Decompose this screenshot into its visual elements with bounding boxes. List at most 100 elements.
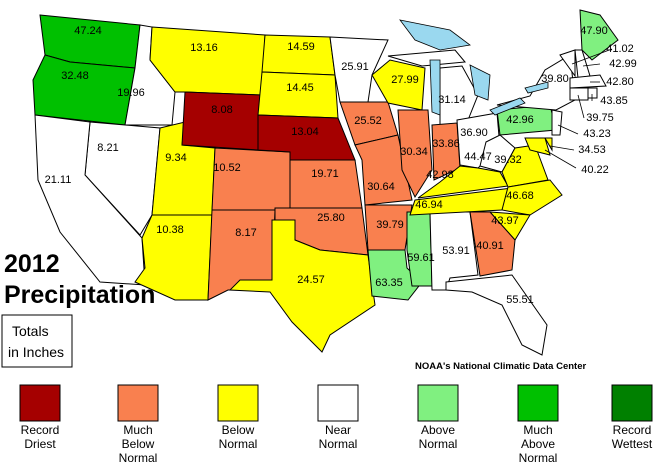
lake-superior: [399, 19, 471, 51]
leader-lines: [544, 48, 613, 169]
state: [181, 91, 263, 151]
state-value: 43.23: [583, 128, 611, 140]
state-value: 21.11: [45, 174, 72, 186]
state-value: 39.75: [586, 112, 614, 124]
state-value: 47.24: [74, 25, 102, 37]
state-value: 40.22: [581, 164, 609, 176]
legend-label: Wettest: [612, 437, 653, 451]
state: [469, 211, 516, 277]
state-value: 41.02: [606, 43, 634, 55]
states: [32, 9, 619, 356]
legend-label: Above: [421, 423, 455, 437]
state-value: 43.85: [600, 95, 628, 107]
state-value: 33.86: [432, 138, 460, 150]
legend-swatch: [217, 384, 259, 422]
state-value: 39.32: [494, 154, 522, 166]
legend-label: Normal: [119, 451, 158, 462]
note-line: Totals: [12, 323, 49, 339]
legend-label: Below: [122, 437, 155, 451]
state-value: 13.16: [190, 42, 218, 54]
leader-line: [557, 124, 579, 135]
legend-label: Normal: [219, 437, 258, 451]
state-value: 13.04: [291, 126, 319, 138]
state-value: 25.52: [354, 115, 382, 127]
state: [501, 179, 563, 216]
state-values: 47.24 32.48 19.96 8.21 21.11 9.34 10.38 13.16 8.…: [45, 25, 637, 306]
state-value: 42.98: [426, 169, 454, 181]
legend-label: Normal: [419, 437, 458, 451]
state: [587, 87, 598, 99]
state-value: 55.51: [506, 294, 534, 306]
state-value: 24.57: [297, 274, 325, 286]
legend-swatch: [317, 384, 359, 422]
leader-line: [544, 149, 577, 169]
state-value: 40.91: [476, 240, 504, 252]
state-value: 59.61: [407, 252, 435, 264]
leader-line: [571, 48, 613, 65]
legend-swatch: [117, 384, 159, 422]
title: Precipitation: [4, 281, 155, 309]
state: [544, 137, 553, 152]
state: [211, 147, 291, 211]
state: [228, 219, 376, 353]
note-line: in Inches: [8, 344, 64, 360]
state-value: 53.91: [442, 245, 470, 257]
lake-huron: [469, 64, 491, 101]
state: [371, 59, 426, 111]
state-value: 14.45: [286, 82, 314, 94]
state-value: 44.47: [464, 151, 492, 163]
state: [501, 144, 549, 188]
state-value: 8.08: [211, 104, 232, 116]
legend-label: Record: [21, 423, 60, 437]
legend: RecordDriestMuchBelowNormalBelowNormalNe…: [19, 384, 653, 462]
state-value: 46.68: [506, 190, 534, 202]
state: [439, 65, 479, 126]
state-value: 39.80: [541, 73, 569, 85]
state: [579, 9, 619, 61]
leader-line: [549, 145, 575, 151]
state-value: 63.35: [375, 277, 403, 289]
leader-line: [582, 63, 601, 67]
state-value: 14.59: [287, 41, 315, 53]
legend-label: Much: [523, 423, 552, 437]
state-value: 19.71: [311, 168, 339, 180]
legend-swatch: [517, 384, 559, 422]
state-value: 42.80: [606, 76, 634, 88]
state: [445, 274, 548, 356]
state-value: 8.17: [235, 227, 256, 239]
leader-line: [577, 94, 585, 119]
state-value: 10.38: [156, 224, 184, 236]
state-value: 8.21: [97, 142, 118, 154]
state-value: 19.96: [117, 87, 145, 99]
note-box: [1, 314, 73, 368]
state-value: 36.90: [460, 127, 488, 139]
lakes: [399, 19, 549, 116]
legend-label: Record: [613, 423, 652, 437]
state-value: 9.34: [165, 152, 186, 164]
title-year: 2012: [4, 250, 60, 278]
legend-label: Below: [222, 423, 255, 437]
legend-swatch: [19, 384, 61, 422]
state-value: 42.99: [609, 58, 637, 70]
lake-erie: [489, 97, 526, 116]
legend-label: Above: [521, 437, 555, 451]
state: [397, 109, 433, 199]
state: [524, 137, 551, 156]
state: [406, 211, 433, 287]
legend-label: Driest: [24, 437, 56, 451]
state-value: 30.34: [400, 146, 428, 158]
state-value: 34.53: [578, 144, 606, 156]
state: [387, 49, 466, 67]
state-value: 10.52: [213, 162, 241, 174]
state-value: 43.97: [491, 215, 519, 227]
lake-michigan: [429, 59, 441, 116]
legend-label: Normal: [319, 437, 358, 451]
state: [551, 109, 563, 136]
state-value: 30.64: [367, 181, 395, 193]
legend-label: Much: [123, 423, 152, 437]
legend-swatch: [417, 384, 459, 422]
state: [257, 71, 339, 119]
state: [569, 87, 589, 101]
state-value: 39.79: [376, 219, 404, 231]
